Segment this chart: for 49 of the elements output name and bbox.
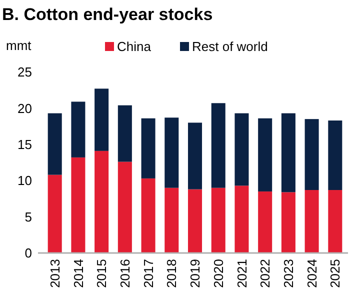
bar: [304, 119, 319, 190]
chart-title: B. Cotton end-year stocks: [2, 5, 213, 24]
bar: [188, 189, 202, 253]
x-tick-label: 2021: [234, 259, 250, 288]
bar: [48, 174, 62, 253]
bar: [164, 188, 179, 253]
x-tick-label: 2019: [188, 259, 203, 288]
bar: [48, 113, 62, 175]
bar: [258, 191, 272, 253]
bar: [141, 178, 156, 253]
y-tick-label: 5: [24, 209, 32, 224]
bar: [118, 162, 132, 253]
y-axis-title: mmt: [6, 38, 32, 53]
bar: [141, 118, 156, 178]
x-tick-label: 2013: [47, 259, 62, 288]
bar: [94, 88, 109, 151]
y-tick-label: 0: [24, 246, 32, 261]
x-tick-label: 2020: [210, 259, 226, 288]
y-tick-label: 20: [18, 100, 32, 116]
bar: [118, 105, 132, 162]
bar: [211, 188, 226, 253]
bar: [258, 118, 272, 192]
x-tick-label: 2022: [258, 259, 273, 288]
x-tick-label: 2025: [328, 259, 343, 288]
x-tick-label: 2017: [140, 259, 156, 288]
bar: [234, 186, 249, 253]
bar: [328, 120, 342, 190]
legend-label: China: [117, 39, 152, 54]
bar: [71, 157, 86, 253]
bar: [281, 192, 296, 253]
x-tick-label: 2024: [304, 259, 320, 288]
bar: [188, 122, 202, 190]
x-tick-label: 2016: [117, 259, 132, 288]
x-tick-label: 2015: [94, 259, 110, 288]
y-tick-label: 25: [18, 64, 32, 80]
bar: [281, 113, 296, 192]
x-tick-label: 2018: [164, 259, 180, 288]
bar: [211, 103, 226, 188]
bar: [71, 102, 86, 158]
bar: [234, 113, 249, 186]
x-tick-label: 2014: [70, 259, 86, 288]
x-tick-label: 2023: [280, 259, 296, 288]
y-tick-label: 10: [18, 173, 32, 188]
y-tick-label: 15: [18, 136, 32, 152]
legend-label: Rest of world: [192, 39, 268, 54]
bar: [94, 150, 109, 253]
bar: [164, 118, 179, 188]
bar: [328, 190, 342, 253]
bar: [304, 190, 319, 253]
